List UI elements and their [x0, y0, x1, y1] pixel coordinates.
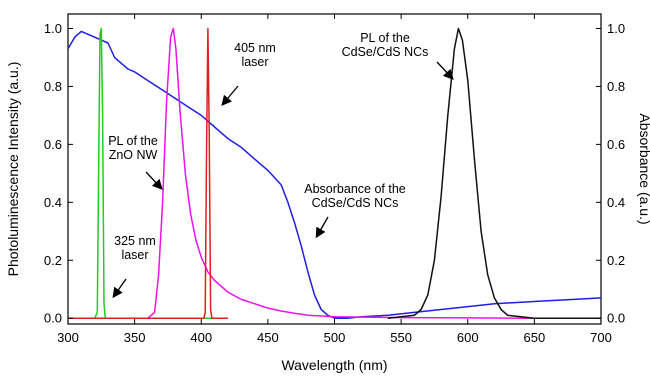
y-tick-label-right: 0.0 — [607, 311, 625, 326]
plot-area — [67, 13, 602, 325]
y-tick-label-left: 0.6 — [44, 137, 62, 152]
annotation-arrow — [112, 278, 127, 299]
y-tick-label-left: 0.8 — [44, 79, 62, 94]
ticks-layer — [67, 14, 602, 324]
y-tick-label-left: 0.2 — [44, 253, 62, 268]
annotation-text: ZnO NW — [109, 148, 158, 162]
y-tick-label-left: 0.0 — [44, 311, 62, 326]
annotation-text: 325 nm — [114, 234, 156, 248]
annotation-arrow — [315, 216, 329, 239]
annotation-text: Absorbance of the — [304, 182, 406, 196]
annotation-text: laser — [241, 55, 268, 69]
annotation-text: PL of the — [108, 134, 158, 148]
x-tick-label: 600 — [457, 330, 479, 345]
annotation-arrow — [145, 171, 163, 190]
x-tick-label: 450 — [257, 330, 279, 345]
series-line-2 — [68, 27, 218, 319]
x-tick-label: 300 — [57, 330, 79, 345]
series-line-4 — [68, 27, 228, 319]
annotation-text: laser — [121, 248, 148, 262]
y-tick-label-left: 1.0 — [44, 21, 62, 36]
series-layer — [67, 27, 602, 319]
x-tick-label: 650 — [524, 330, 546, 345]
series-line-1 — [67, 30, 602, 319]
annotation-text: 405 nm — [234, 41, 276, 55]
y-tick-label-right: 1.0 — [607, 21, 625, 36]
annotation-text: PL of the — [360, 31, 410, 45]
x-tick-label: 400 — [190, 330, 212, 345]
labels-layer: 300 350 400 450 500 550 600 650 700 0.0 0.2 0.4 0.6 0… — [44, 21, 625, 345]
x-tick-label: 700 — [590, 330, 612, 345]
x-tick-label: 500 — [324, 330, 346, 345]
y-axis-left-title: Photoluminescence Intensity (a.u.) — [5, 62, 21, 277]
y-axis-right-title: Absorbance (a.u.) — [637, 113, 650, 224]
y-tick-label-right: 0.2 — [607, 253, 625, 268]
annotation-arrow — [436, 61, 454, 80]
x-axis-title: Wavelength (nm) — [281, 357, 387, 373]
y-tick-label-left: 0.4 — [44, 195, 62, 210]
y-tick-label-right: 0.8 — [607, 79, 625, 94]
annotation-arrow — [221, 85, 239, 106]
series-line-3 — [68, 27, 601, 319]
x-tick-label: 550 — [390, 330, 412, 345]
y-tick-label-right: 0.6 — [607, 137, 625, 152]
y-tick-label-right: 0.4 — [607, 195, 625, 210]
annotation-text: CdSe/CdS NCs — [312, 196, 399, 210]
x-tick-label: 350 — [124, 330, 146, 345]
series-line-5 — [387, 27, 601, 319]
annotation-text: CdSe/CdS NCs — [342, 45, 429, 59]
plot-frame — [67, 13, 602, 325]
